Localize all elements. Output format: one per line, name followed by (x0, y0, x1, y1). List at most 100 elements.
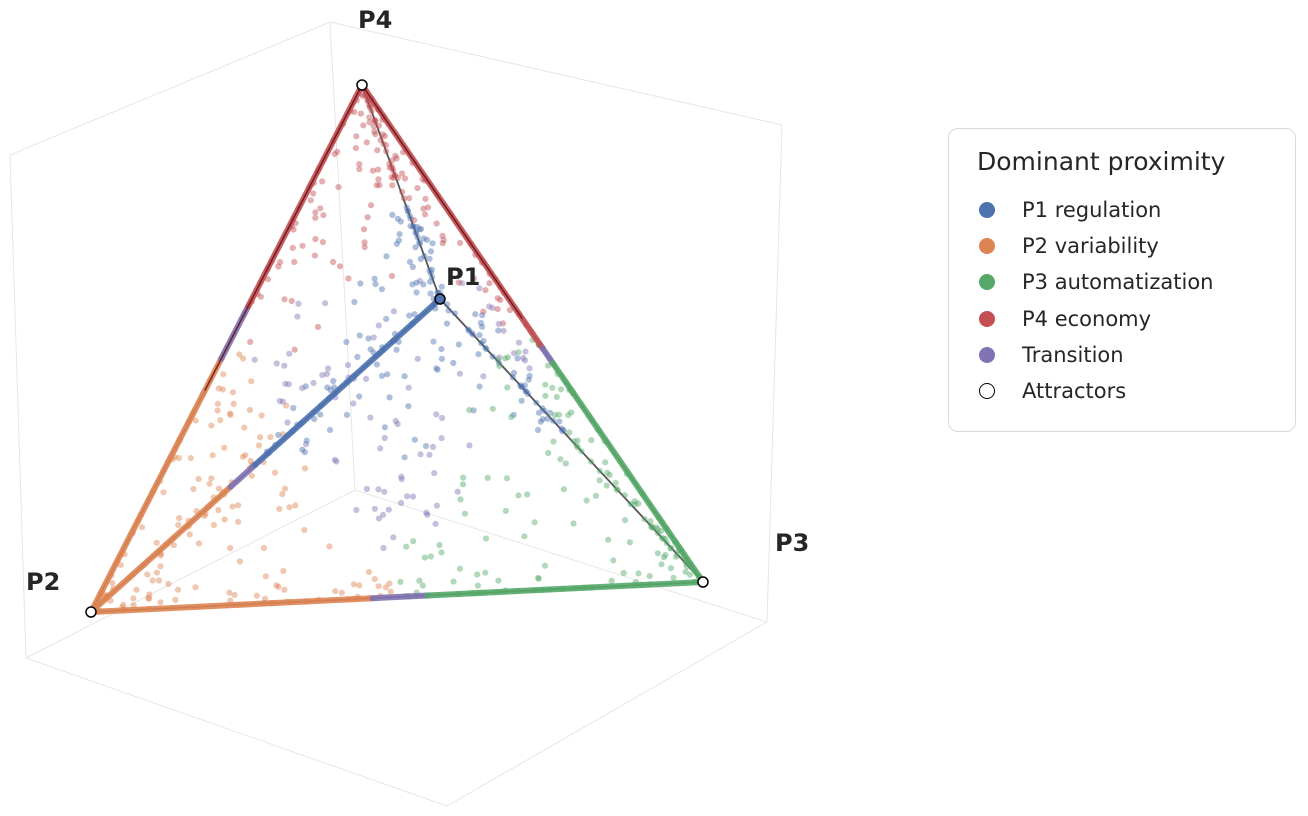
scatter-point (338, 589, 345, 596)
scatter-point (351, 298, 358, 306)
scatter-point (379, 131, 386, 138)
scatter-point (389, 157, 396, 164)
scatter-point (515, 339, 523, 346)
scatter-point (307, 197, 314, 204)
scatter-point (352, 145, 359, 152)
scatter-point (319, 372, 326, 379)
scatter-point (208, 475, 215, 482)
scatter-point (343, 338, 350, 346)
scatter-point (658, 561, 665, 568)
scatter-point (322, 300, 329, 307)
scatter-point (130, 602, 137, 609)
scatter-point (374, 147, 381, 154)
scatter-point (426, 451, 433, 458)
scatter-point (186, 531, 193, 538)
vertex-marker-p1 (434, 293, 446, 305)
scatter-point (654, 530, 662, 537)
scatter-point (295, 300, 302, 307)
scatter-point (319, 239, 326, 246)
scatter-point (433, 411, 440, 418)
legend-title: Dominant proximity (977, 147, 1226, 176)
scatter-point (373, 361, 380, 368)
scatter-point (215, 485, 223, 492)
scatter-point (361, 239, 368, 246)
scatter-point (372, 281, 379, 288)
scatter-point (310, 379, 317, 387)
scatter-point (416, 226, 423, 233)
scatter-point (438, 435, 445, 442)
vertex-label-p1: P1 (446, 263, 480, 291)
scatter-point (398, 476, 405, 483)
scatter-point (381, 424, 388, 431)
scatter-point (518, 397, 525, 404)
scatter-point (413, 289, 420, 296)
grid-line (9, 21, 331, 156)
scatter-point (476, 285, 483, 292)
scatter-point (146, 595, 153, 602)
dominant-edge-segment (424, 579, 706, 599)
grid-line (25, 657, 448, 807)
scatter-point (550, 438, 557, 445)
scatter-point (524, 491, 531, 498)
scatter-point (410, 493, 417, 500)
scatter-point (397, 578, 404, 586)
scatter-point (649, 524, 656, 531)
scatter-point (627, 500, 634, 508)
scatter-point (466, 406, 473, 414)
scatter-point (280, 567, 287, 575)
scatter-point (558, 386, 565, 393)
scatter-point (281, 296, 288, 303)
scatter-point (236, 558, 243, 565)
scatter-point (301, 465, 309, 472)
scatter-point (573, 442, 580, 449)
edge-core-line (204, 84, 363, 392)
scatter-point (327, 386, 334, 393)
scatter-point (399, 188, 406, 195)
scatter-point (406, 312, 413, 319)
scatter-point (403, 543, 410, 550)
scatter-point (372, 118, 379, 125)
legend: Dominant proximity P1 regulation P2 vari… (948, 128, 1296, 432)
scatter-point (504, 354, 511, 361)
scatter-point (521, 357, 529, 364)
scatter-point (465, 326, 472, 333)
scatter-point (388, 174, 395, 181)
scatter-point (331, 150, 338, 158)
scatter-point (175, 454, 182, 462)
scatter-point (421, 554, 428, 561)
scatter-point (388, 163, 395, 170)
scatter-point (356, 166, 363, 173)
scatter-point (477, 319, 484, 327)
scatter-point (672, 553, 680, 560)
scatter-point (414, 234, 421, 241)
scatter-point (363, 375, 370, 382)
scatter-point (401, 454, 408, 461)
scatter-point (622, 517, 629, 524)
scatter-point (330, 258, 337, 266)
scatter-point (515, 349, 522, 356)
scatter-point (427, 278, 434, 285)
scatter-point (592, 492, 600, 499)
scatter-point (647, 518, 654, 525)
scatter-point (390, 308, 397, 315)
scatter-point (542, 381, 549, 388)
scatter-point (273, 582, 280, 589)
scatter-point (383, 253, 390, 260)
scatter-point (533, 399, 540, 406)
scatter-point (149, 577, 156, 584)
scatter-point (311, 252, 318, 259)
scatter-point (482, 287, 489, 294)
scatter-point (434, 366, 441, 373)
tetrahedron-edge (439, 298, 704, 583)
scatter-point (283, 402, 290, 409)
scatter-point (410, 223, 417, 230)
scatter-point (504, 384, 511, 391)
scatter-point (660, 535, 667, 543)
scatter-point (176, 515, 183, 522)
scatter-point (386, 164, 393, 171)
scatter-point (330, 377, 337, 385)
scatter-point (227, 411, 234, 418)
scatter-point (215, 507, 222, 514)
scatter-point (428, 266, 435, 273)
scatter-point (393, 240, 400, 247)
